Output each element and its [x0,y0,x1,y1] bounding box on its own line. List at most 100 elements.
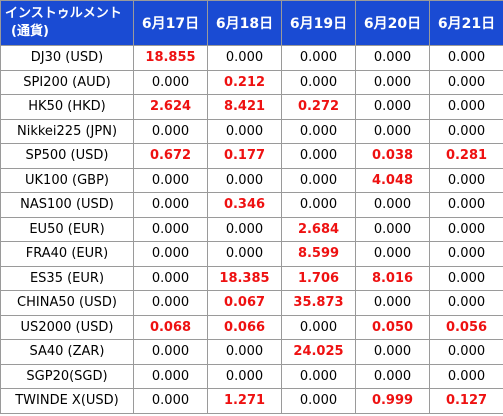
value-cell: 0.068 [133,314,208,340]
value-cell: 0.000 [355,290,430,316]
table-row: EU50 (EUR) 0.000 0.000 2.684 0.000 0.000 [0,216,503,242]
value-cell: 18.855 [133,45,208,71]
instrument-name-cell: CHINA50 (USD) [0,290,134,316]
instrument-name-cell: SPI200 (AUD) [0,69,134,95]
value-cell: 8.421 [207,94,282,120]
value-cell: 2.684 [281,216,356,242]
value-cell: 0.000 [355,45,430,71]
table-row: HK50 (HKD) 2.624 8.421 0.272 0.000 0.000 [0,94,503,120]
value-cell: 0.177 [207,143,282,169]
instrument-name-cell: Nikkei225 (JPN) [0,118,134,144]
instrument-name-cell: SGP20(SGD) [0,363,134,389]
instrument-header-line1: インストゥルメント [5,6,122,21]
date-column-header: 6月19日 [281,0,356,46]
table-row: TWINDE X(USD) 0.000 1.271 0.000 0.999 0.127 [0,388,503,414]
value-cell: 18.385 [207,265,282,291]
value-cell: 0.000 [281,143,356,169]
value-cell: 0.999 [355,388,430,414]
table-row: DJ30 (USD) 18.855 0.000 0.000 0.000 0.000 [0,45,503,71]
table-row: SPI200 (AUD) 0.000 0.212 0.000 0.000 0.000 [0,69,503,95]
value-cell: 0.281 [429,143,503,169]
value-cell: 2.624 [133,94,208,120]
instrument-name-cell: US2000 (USD) [0,314,134,340]
value-cell: 0.000 [429,265,503,291]
value-cell: 0.000 [133,290,208,316]
instrument-name-cell: TWINDE X(USD) [0,388,134,414]
value-cell: 0.000 [207,118,282,144]
value-cell: 4.048 [355,167,430,193]
value-cell: 0.000 [429,216,503,242]
value-cell: 0.272 [281,94,356,120]
value-cell: 0.000 [207,167,282,193]
value-cell: 0.000 [429,69,503,95]
table-row: US2000 (USD) 0.068 0.066 0.000 0.050 0.056 [0,314,503,340]
value-cell: 0.000 [207,216,282,242]
table-body: DJ30 (USD) 18.855 0.000 0.000 0.000 0.000 SPI2… [0,45,503,414]
instrument-name-cell: SP500 (USD) [0,143,134,169]
value-cell: 0.000 [281,192,356,218]
value-cell: 0.000 [207,363,282,389]
value-cell: 0.672 [133,143,208,169]
value-cell: 24.025 [281,339,356,365]
table-row: NAS100 (USD) 0.000 0.346 0.000 0.000 0.000 [0,192,503,218]
value-cell: 0.000 [429,45,503,71]
table-row: CHINA50 (USD) 0.000 0.067 35.873 0.000 0.000 [0,290,503,316]
value-cell: 0.000 [281,388,356,414]
value-cell: 0.050 [355,314,430,340]
value-cell: 0.000 [429,339,503,365]
instrument-name-cell: FRA40 (EUR) [0,241,134,267]
instrument-name-cell: HK50 (HKD) [0,94,134,120]
value-cell: 0.000 [429,94,503,120]
value-cell: 0.000 [281,314,356,340]
value-cell: 0.000 [355,339,430,365]
value-cell: 0.000 [281,118,356,144]
instrument-column-header: インストゥルメント (通貨) [0,0,134,46]
value-cell: 0.127 [429,388,503,414]
value-cell: 1.706 [281,265,356,291]
instrument-name-cell: UK100 (GBP) [0,167,134,193]
value-cell: 0.000 [207,339,282,365]
value-cell: 0.000 [207,241,282,267]
value-cell: 0.000 [133,363,208,389]
instrument-name-cell: NAS100 (USD) [0,192,134,218]
value-cell: 1.271 [207,388,282,414]
table-row: SGP20(SGD) 0.000 0.000 0.000 0.000 0.000 [0,363,503,389]
table-row: UK100 (GBP) 0.000 0.000 0.000 4.048 0.000 [0,167,503,193]
instrument-name-cell: EU50 (EUR) [0,216,134,242]
date-column-header: 6月17日 [133,0,208,46]
value-cell: 0.000 [355,118,430,144]
value-cell: 0.000 [429,241,503,267]
value-cell: 0.000 [355,363,430,389]
value-cell: 0.212 [207,69,282,95]
value-cell: 0.067 [207,290,282,316]
value-cell: 0.000 [281,167,356,193]
value-cell: 0.000 [281,363,356,389]
value-cell: 0.000 [207,45,282,71]
table-row: ES35 (EUR) 0.000 18.385 1.706 8.016 0.000 [0,265,503,291]
value-cell: 0.000 [133,388,208,414]
header-row: インストゥルメント (通貨) 6月17日 6月18日 6月19日 6月20日 6… [0,0,503,46]
value-cell: 0.056 [429,314,503,340]
value-cell: 0.000 [133,241,208,267]
value-cell: 0.000 [133,167,208,193]
value-cell: 0.000 [133,192,208,218]
value-cell: 0.000 [429,363,503,389]
instrument-name-cell: ES35 (EUR) [0,265,134,291]
table-header: インストゥルメント (通貨) 6月17日 6月18日 6月19日 6月20日 6… [0,0,503,46]
value-cell: 0.000 [355,216,430,242]
instrument-name-cell: DJ30 (USD) [0,45,134,71]
value-cell: 0.000 [429,192,503,218]
value-cell: 0.000 [355,192,430,218]
value-cell: 0.000 [133,265,208,291]
value-cell: 8.599 [281,241,356,267]
value-cell: 8.016 [355,265,430,291]
value-cell: 0.000 [133,216,208,242]
value-cell: 0.000 [281,69,356,95]
value-cell: 0.066 [207,314,282,340]
table-row: FRA40 (EUR) 0.000 0.000 8.599 0.000 0.000 [0,241,503,267]
date-column-header: 6月20日 [355,0,430,46]
instrument-header-line2: (通貨) [11,24,49,39]
value-cell: 0.000 [429,118,503,144]
date-column-header: 6月21日 [429,0,503,46]
